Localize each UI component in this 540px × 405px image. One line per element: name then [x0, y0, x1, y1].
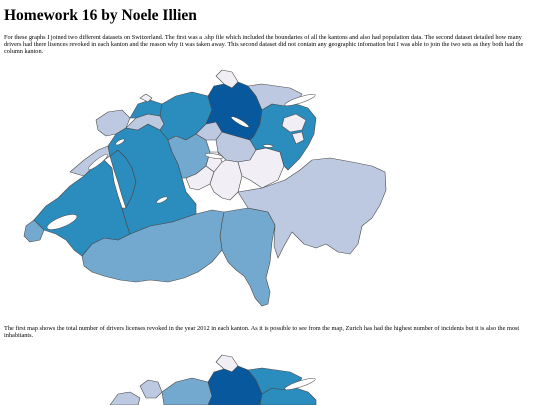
kanton-basel-2 — [139, 379, 163, 399]
lake-geneva — [46, 214, 78, 230]
lake-thun — [156, 196, 168, 204]
page-title: Homework 16 by Noele Illien — [4, 7, 197, 24]
intro-paragraph: For these graphs I joined two different … — [4, 34, 524, 56]
lake-constance — [284, 94, 316, 106]
kanton-aargau-2 — [161, 377, 213, 405]
kanton-schaffhausen — [215, 69, 239, 89]
lake-biel — [115, 138, 125, 146]
kanton-solothurn-2 — [109, 391, 141, 405]
choropleth-map-second — [109, 354, 317, 405]
kanton-geneva — [23, 219, 45, 243]
kanton-graubuenden — [237, 157, 387, 259]
kanton-basel-stadt — [139, 93, 153, 103]
map-caption-paragraph: The first map shows the total number of … — [4, 325, 520, 340]
choropleth-map-revocations — [23, 69, 387, 307]
lake-constance-2 — [284, 378, 316, 390]
kantons-layer-second — [109, 354, 317, 405]
kanton-appenzell-ar — [281, 113, 307, 133]
kanton-appenzell-ai — [291, 131, 305, 145]
lake-lucerne — [204, 153, 224, 159]
kanton-st-gallen-2 — [259, 387, 317, 405]
lake-zurich — [231, 116, 249, 128]
kantons-layer — [23, 69, 387, 307]
lake-neuchatel — [88, 154, 108, 170]
lake-walen — [262, 144, 274, 148]
kanton-ticino — [219, 207, 276, 307]
